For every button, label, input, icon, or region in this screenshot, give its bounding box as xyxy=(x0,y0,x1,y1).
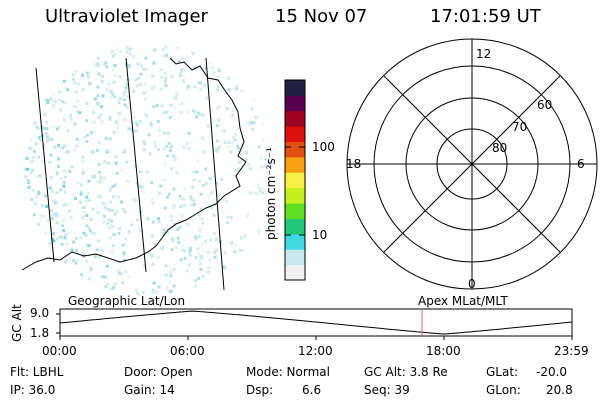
apex-label: Apex MLat/MLT xyxy=(418,294,508,308)
status-glat-label: GLat: xyxy=(486,365,519,379)
instrument-title: Ultraviolet Imager xyxy=(45,6,208,27)
colorbar-swatch xyxy=(285,141,305,158)
colorbar-swatch xyxy=(285,95,305,112)
status-glon-value: 20.8 xyxy=(546,383,573,397)
colorbar-swatch xyxy=(285,187,305,204)
lat-label-80: 80 xyxy=(492,141,508,155)
x-tick-1800: 18:00 xyxy=(426,344,461,358)
colorbar-swatch xyxy=(285,249,305,266)
status-gain: Gain: 14 xyxy=(124,383,175,397)
lat-label-60: 60 xyxy=(537,98,553,112)
polar-diagonal xyxy=(383,75,561,253)
status-ip: IP: 36.0 xyxy=(10,383,56,397)
status-dsp-value: 6.6 xyxy=(302,383,322,397)
time-label: 17:01:59 UT xyxy=(430,6,541,27)
colorbar-swatch xyxy=(285,110,305,127)
meridian-line xyxy=(125,57,147,273)
meridian-line xyxy=(35,67,55,263)
colorbar-swatch xyxy=(285,156,305,173)
x-tick-2359: 23:59 xyxy=(554,344,589,358)
colorbar-swatch xyxy=(285,80,305,96)
status-mode: Mode: Normal xyxy=(246,365,330,379)
date-label: 15 Nov 07 xyxy=(275,6,368,27)
status-glon-label: GLon: xyxy=(486,383,521,397)
meridian-line xyxy=(205,57,225,291)
colorbar-swatch xyxy=(285,172,305,189)
colorbar-swatch xyxy=(285,264,305,281)
colorbar-tick-10: 10 xyxy=(312,228,328,242)
x-tick-1200: 12:00 xyxy=(298,344,333,358)
y-tick-9: 9.0 xyxy=(30,306,50,320)
geographic-label: Geographic Lat/Lon xyxy=(68,294,186,308)
coastline xyxy=(21,57,247,271)
colorbar-tick-100: 100 xyxy=(312,140,335,154)
lat-label-70: 70 xyxy=(512,120,528,134)
status-gc-alt: GC Alt: 3.8 Re xyxy=(364,365,448,379)
y-tick-1.8: 1.8 xyxy=(30,326,50,340)
colorbar-swatch xyxy=(285,203,305,219)
x-tick-0000: 00:00 xyxy=(42,344,77,358)
status-dsp-label: Dsp: xyxy=(246,383,274,397)
colorbar-swatch xyxy=(285,218,305,235)
mlt-label-6: 6 xyxy=(577,157,585,171)
mlt-label-18: 18 xyxy=(346,157,362,171)
timeline-axis-label: GC Alt xyxy=(10,304,24,342)
status-seq: Seq: 39 xyxy=(364,383,410,397)
colorbar-swatch xyxy=(285,233,305,250)
status-glat-value: -20.0 xyxy=(536,365,568,379)
status-filter: Flt: LBHL xyxy=(10,365,64,379)
colorbar-swatch xyxy=(285,126,305,143)
x-tick-0600: 06:00 xyxy=(170,344,205,358)
mlt-label-0: 0 xyxy=(468,277,476,291)
mlt-label-12: 12 xyxy=(476,47,492,61)
status-door: Door: Open xyxy=(124,365,193,379)
altitude-curve xyxy=(59,310,573,335)
